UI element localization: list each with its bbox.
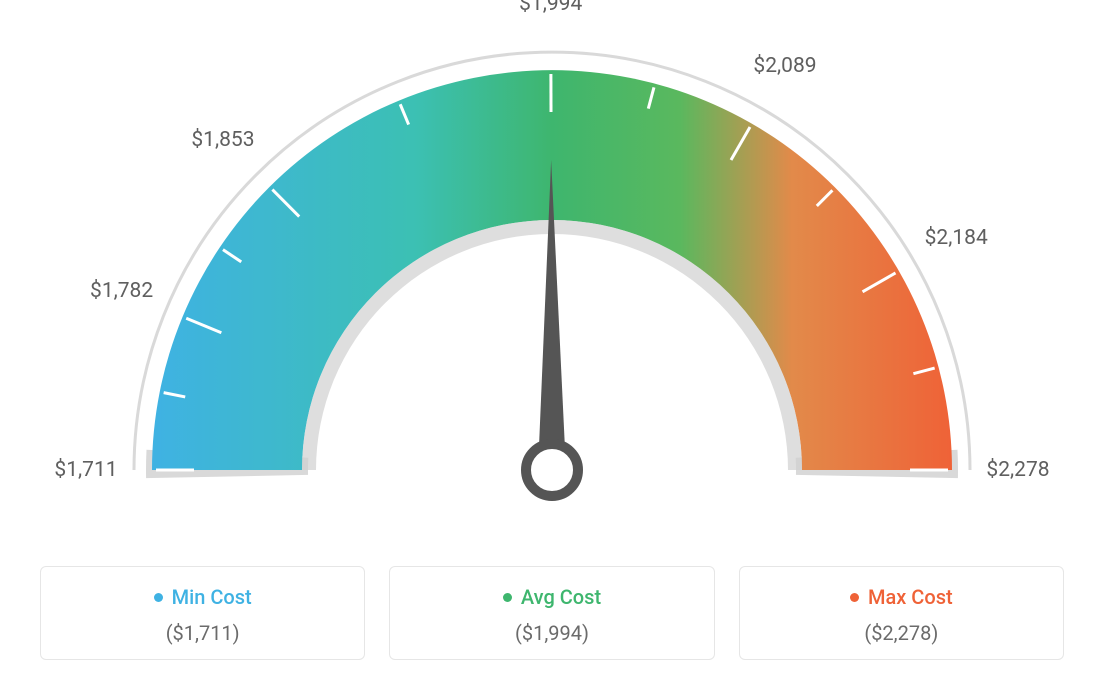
legend-label-avg: Avg Cost xyxy=(521,585,601,609)
gauge-label: $1,994 xyxy=(519,0,582,16)
legend-dot-avg xyxy=(503,593,512,602)
gauge-label: $1,782 xyxy=(90,279,153,303)
legend-card-avg: Avg Cost ($1,994) xyxy=(389,566,714,660)
legend-dot-min xyxy=(154,593,163,602)
cost-gauge: $1,711 $1,782 $1,853 $1,994 $2,089 $2,184 $2,2… xyxy=(0,0,1104,540)
legend-label-min: Min Cost xyxy=(172,585,252,609)
gauge-label: $1,853 xyxy=(191,128,254,152)
gauge-label: $2,278 xyxy=(986,458,1049,482)
legend-card-min: Min Cost ($1,711) xyxy=(40,566,365,660)
legend-value-max: ($2,278) xyxy=(750,621,1053,645)
legend-card-max: Max Cost ($2,278) xyxy=(739,566,1064,660)
legend-title-avg: Avg Cost xyxy=(503,585,601,609)
legend-row: Min Cost ($1,711) Avg Cost ($1,994) Max … xyxy=(40,566,1064,660)
gauge-label: $2,184 xyxy=(925,226,988,250)
gauge-label: $2,089 xyxy=(753,54,816,78)
legend-value-avg: ($1,994) xyxy=(400,621,703,645)
gauge-svg xyxy=(0,0,1104,540)
legend-value-min: ($1,711) xyxy=(51,621,354,645)
legend-title-min: Min Cost xyxy=(154,585,252,609)
legend-title-max: Max Cost xyxy=(850,585,953,609)
legend-dot-max xyxy=(850,593,859,602)
legend-label-max: Max Cost xyxy=(868,585,953,609)
gauge-label: $1,711 xyxy=(54,458,117,482)
